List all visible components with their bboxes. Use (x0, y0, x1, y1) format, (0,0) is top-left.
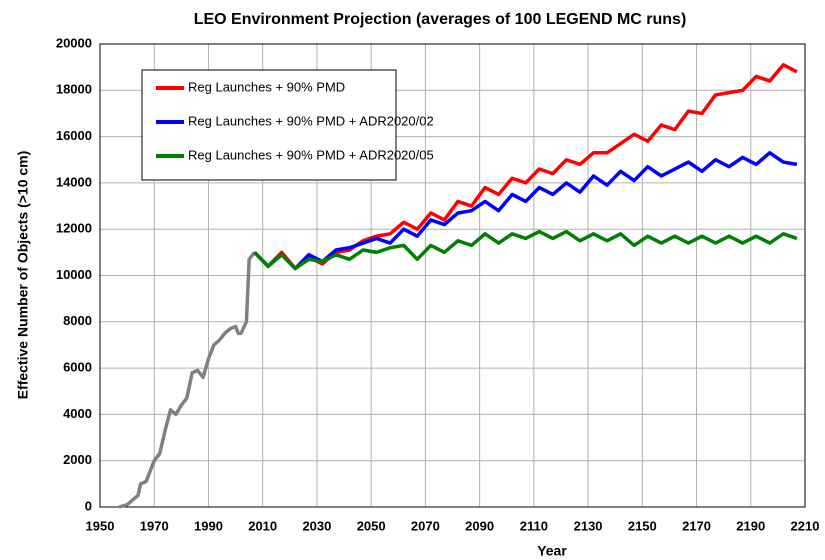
series-line (253, 229, 798, 271)
series-line (118, 251, 256, 509)
x-tick-label: 2110 (520, 518, 548, 533)
legend-label: Reg Launches + 90% PMD + ADR2020/05 (188, 147, 434, 162)
x-tick-label: 2170 (682, 518, 711, 533)
x-tick-label: 2150 (628, 518, 657, 533)
x-axis-label: Year (537, 543, 567, 559)
x-tick-label: 1990 (194, 518, 223, 533)
y-tick-label: 2000 (63, 452, 92, 467)
x-tick-label: 1950 (86, 518, 115, 533)
legend-label: Reg Launches + 90% PMD (188, 79, 345, 94)
x-tick-label: 2070 (411, 518, 440, 533)
y-tick-label: 10000 (56, 267, 92, 282)
x-tick-label: 2190 (736, 518, 765, 533)
x-tick-label: 2090 (465, 518, 494, 533)
plot-border (99, 43, 806, 508)
x-tick-label: 2130 (574, 518, 603, 533)
x-tick-label: 2030 (302, 518, 331, 533)
x-tick-label: 1970 (140, 518, 169, 533)
x-tick-label: 2010 (248, 518, 277, 533)
y-tick-label: 0 (85, 498, 92, 513)
y-tick-label: 12000 (56, 221, 92, 236)
legend-label: Reg Launches + 90% PMD + ADR2020/02 (188, 113, 434, 128)
legend-box (141, 69, 397, 181)
x-tick-label: 2210 (791, 518, 820, 533)
series-line (253, 63, 798, 271)
series-line (253, 151, 798, 271)
y-tick-label: 18000 (56, 82, 92, 97)
y-tick-label: 6000 (63, 360, 92, 375)
y-tick-label: 8000 (63, 313, 92, 328)
y-tick-label: 14000 (56, 174, 92, 189)
y-tick-label: 16000 (56, 128, 92, 143)
chart-title: LEO Environment Projection (averages of … (194, 11, 687, 28)
y-tick-label: 4000 (63, 406, 92, 421)
y-axis-label: Effective Number of Objects (>10 cm) (15, 151, 31, 400)
x-tick-label: 2050 (357, 518, 386, 533)
y-tick-label: 20000 (56, 35, 92, 50)
